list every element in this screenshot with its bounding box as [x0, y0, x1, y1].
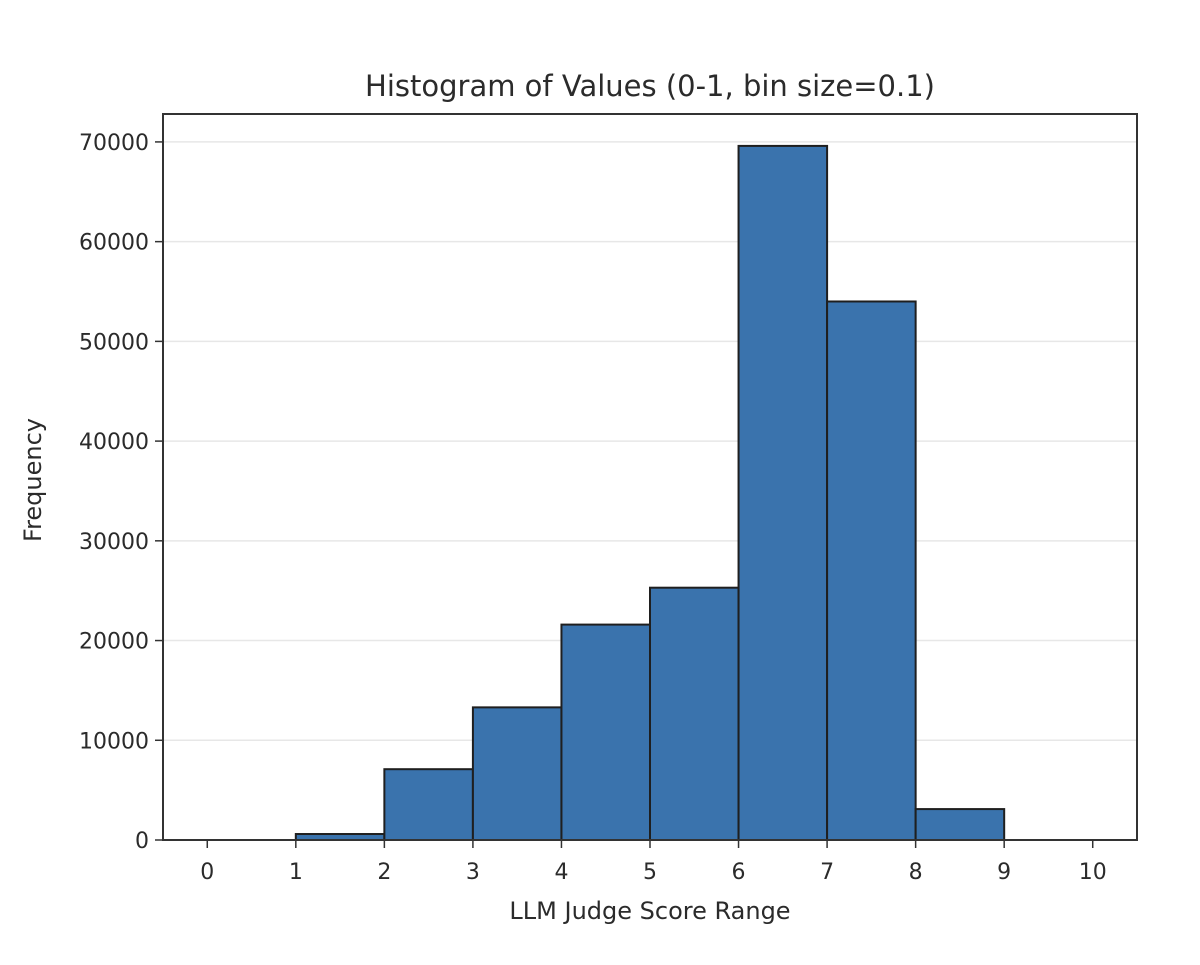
y-axis-label: Frequency: [19, 418, 47, 542]
y-tick-label-50000: 50000: [79, 330, 149, 355]
y-tick-label-0: 0: [135, 829, 149, 854]
x-tick-label-5: 5: [643, 860, 657, 885]
x-axis-label: LLM Judge Score Range: [509, 897, 790, 925]
x-tick-label-0: 0: [200, 860, 214, 885]
y-tick-label-20000: 20000: [79, 630, 149, 655]
x-tick-label-4: 4: [554, 860, 568, 885]
bar-7-8: [826, 300, 917, 841]
x-tick-label-6: 6: [732, 860, 746, 885]
bar-6-7: [737, 144, 829, 841]
y-tick-label-30000: 30000: [79, 530, 149, 555]
bar-5-6: [649, 586, 740, 842]
x-tick-label-10: 10: [1079, 860, 1107, 885]
x-axis-ticks: 0 1 2 3 4 5 6 7 8 9 10: [200, 840, 1107, 885]
bar-8-9: [914, 808, 1006, 841]
x-tick-label-8: 8: [909, 860, 923, 885]
y-axis-ticks: 0 10000 20000 30000 40000 50000 60000 70000: [79, 131, 163, 854]
x-tick-label-3: 3: [466, 860, 480, 885]
y-tick-label-10000: 10000: [79, 729, 149, 754]
bar-3-4: [471, 706, 563, 841]
y-tick-label-60000: 60000: [79, 231, 149, 256]
y-tick-label-40000: 40000: [79, 430, 149, 455]
x-tick-label-9: 9: [997, 860, 1011, 885]
histogram-bars: [294, 144, 1006, 842]
bar-2-3: [383, 768, 474, 842]
x-tick-label-1: 1: [289, 860, 303, 885]
x-tick-label-7: 7: [820, 860, 834, 885]
bar-4-5: [560, 623, 651, 841]
chart-title: Histogram of Values (0-1, bin size=0.1): [365, 69, 935, 103]
x-tick-label-2: 2: [377, 860, 391, 885]
y-tick-label-70000: 70000: [79, 131, 149, 156]
